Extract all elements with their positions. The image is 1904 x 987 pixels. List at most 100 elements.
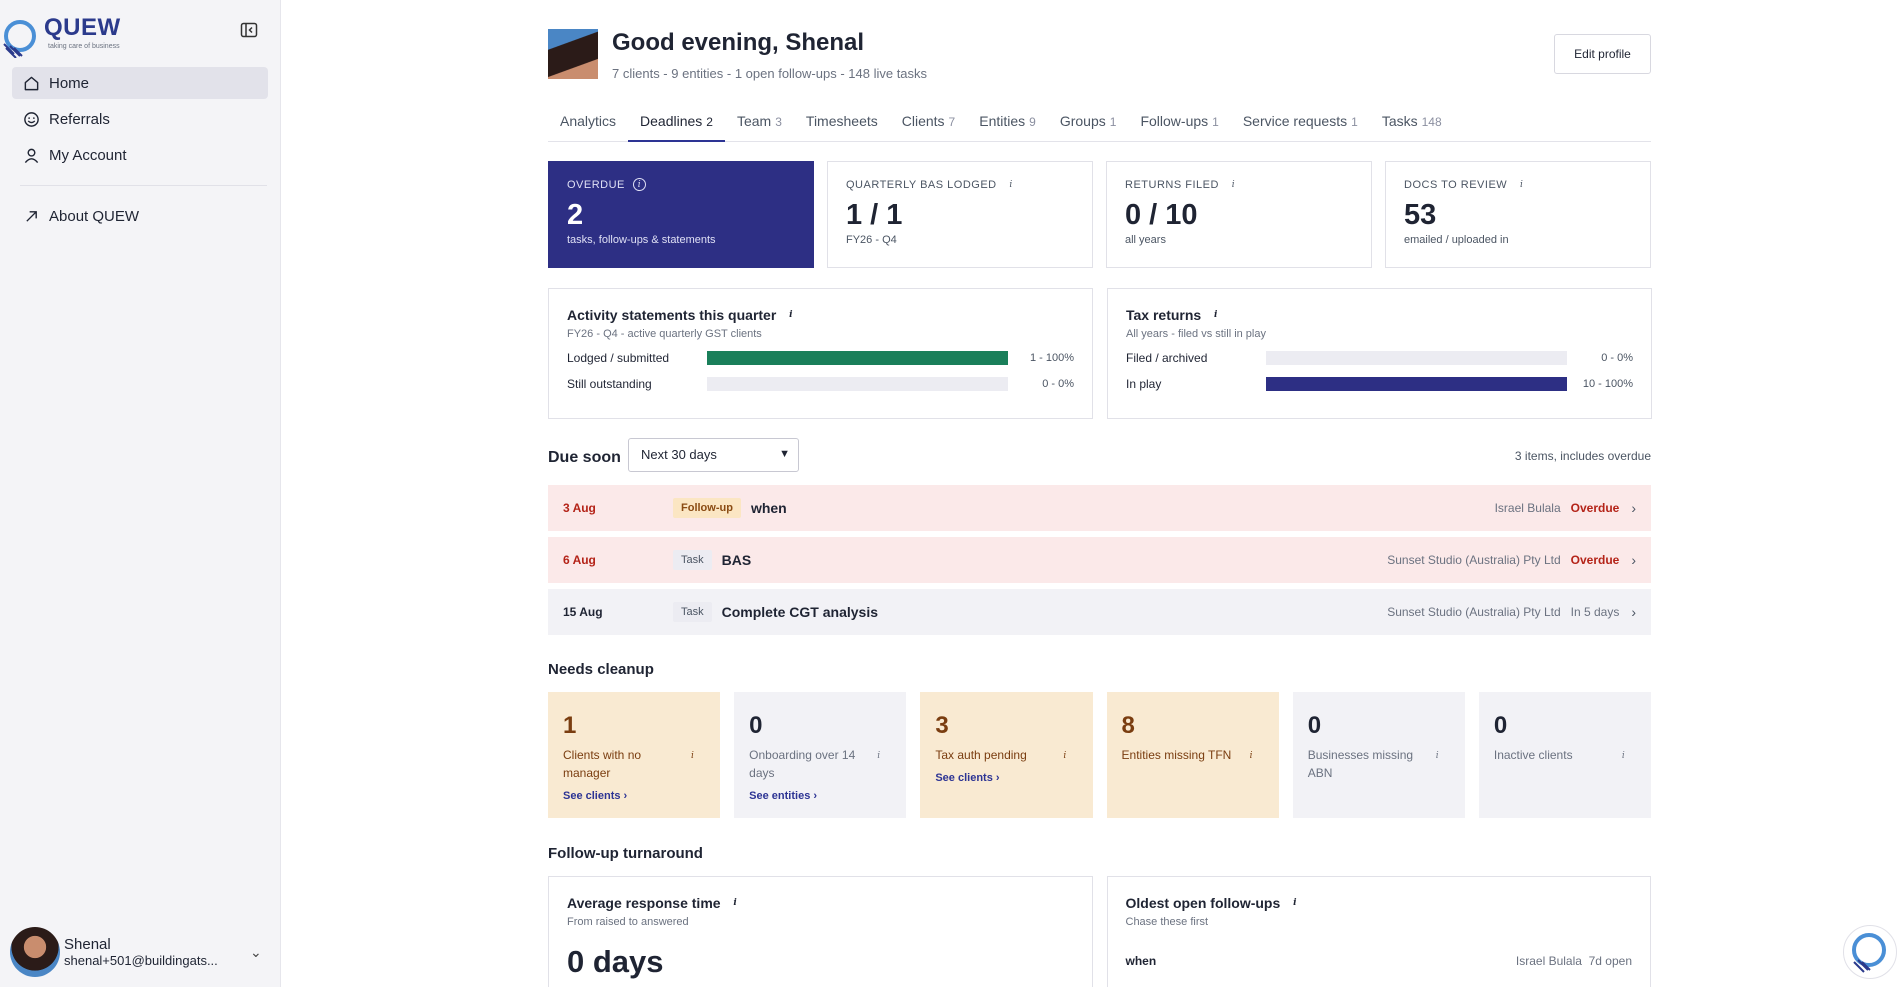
tab-tasks[interactable]: Tasks 148 <box>1370 105 1454 142</box>
external-arrow-icon <box>22 207 40 225</box>
stat-card-overdue[interactable]: OVERDUE i 2 tasks, follow-ups & statement… <box>548 161 814 268</box>
panel-title: Oldest open follow-ups i <box>1126 895 1633 911</box>
tab-entities[interactable]: Entities 9 <box>967 105 1048 142</box>
chat-support-button[interactable] <box>1843 925 1897 979</box>
tab-analytics[interactable]: Analytics <box>548 105 628 142</box>
chevron-down-icon: ▼ <box>779 448 790 460</box>
info-icon[interactable]: i <box>1009 179 1013 190</box>
tab-count: 1 <box>1109 115 1117 129</box>
tab-follow-ups[interactable]: Follow-ups 1 <box>1128 105 1230 142</box>
progress-row: Still outstanding 0 - 0% <box>567 376 1074 392</box>
stat-card-returns-filed[interactable]: RETURNS FILED i 0 / 10 all years <box>1106 161 1372 268</box>
info-icon[interactable]: i <box>691 750 694 761</box>
info-icon[interactable]: i <box>1231 179 1236 190</box>
cleanup-card-onboarding[interactable]: 0 Onboarding over 14 days i See entities … <box>734 692 907 818</box>
list-item[interactable]: 6 Aug Task BAS Sunset Studio (Australia)… <box>548 537 1651 583</box>
tab-label: Tasks <box>1381 113 1418 129</box>
sidebar-item-label: My Account <box>49 146 127 164</box>
stat-sub: all years <box>1125 234 1166 246</box>
followup-name: when <box>1125 954 1157 968</box>
info-icon[interactable]: i <box>1435 750 1439 761</box>
activity-statements-panel: Activity statements this quarter i FY26 -… <box>548 288 1093 419</box>
cleanup-card-inactive[interactable]: 0 Inactive clients i <box>1478 692 1652 818</box>
tab-service-requests[interactable]: Service requests 1 <box>1231 105 1370 142</box>
progress-panels: Activity statements this quarter i FY26 -… <box>548 288 1652 419</box>
avatar <box>10 927 60 977</box>
stat-label-text: OVERDUE <box>567 178 625 191</box>
chevron-right-icon: › <box>1631 552 1636 568</box>
cleanup-card-missing-abn[interactable]: 0 Businesses missing ABN i <box>1292 692 1465 818</box>
due-date: 15 Aug <box>563 605 603 619</box>
response-time-value: 0 days <box>567 944 664 979</box>
edit-profile-button[interactable]: Edit profile <box>1554 34 1651 74</box>
stat-label: DOCS TO REVIEW i <box>1404 178 1632 191</box>
sidebar-item-home[interactable]: Home <box>12 67 268 99</box>
tab-groups[interactable]: Groups 1 <box>1048 105 1129 142</box>
info-icon[interactable]: i <box>1214 310 1218 320</box>
tab-label: Timesheets <box>805 113 878 129</box>
cleanup-value: 8 <box>1121 712 1135 739</box>
tab-label: Analytics <box>560 113 617 129</box>
status-badge: Overdue <box>1570 553 1620 567</box>
cleanup-card-missing-tfn[interactable]: 8 Entities missing TFN i <box>1106 692 1279 818</box>
panel-title-text: Average response time <box>567 895 721 911</box>
user-menu[interactable]: Shenal shenal+501@buildingats... ⌄ <box>10 926 272 978</box>
stat-label: OVERDUE i <box>567 178 795 191</box>
sidebar-item-label: Home <box>49 74 90 92</box>
sidebar-item-referrals[interactable]: Referrals <box>12 103 268 135</box>
cleanup-desc: Tax auth pending i <box>935 746 1077 764</box>
cleanup-value: 1 <box>563 712 577 739</box>
list-item[interactable]: when Israel Bulala 7d open <box>1126 954 1633 968</box>
select-value: Next 30 days <box>641 447 717 462</box>
info-icon[interactable]: i <box>1293 898 1297 908</box>
section-title: Follow-up turnaround <box>548 845 703 862</box>
info-icon[interactable]: i <box>733 898 737 908</box>
info-icon[interactable]: i <box>632 178 646 191</box>
progress-label: Filed / archived <box>1126 351 1208 365</box>
type-tag: Task <box>673 602 712 622</box>
info-icon[interactable]: i <box>1621 750 1625 761</box>
avatar <box>548 29 598 79</box>
cleanup-card-no-manager[interactable]: 1 Clients with no manager i See clients › <box>548 692 721 818</box>
progress-label: Still outstanding <box>567 377 652 391</box>
due-meta: Sunset Studio (Australia) Pty Ltd Overdu… <box>1387 552 1636 568</box>
tab-clients[interactable]: Clients 7 <box>890 105 967 142</box>
tab-team[interactable]: Team 3 <box>725 105 794 142</box>
cleanup-label: Clients with no manager <box>563 748 642 780</box>
collapse-sidebar-button[interactable] <box>238 19 260 41</box>
info-icon[interactable]: i <box>1519 179 1524 190</box>
tab-count: 7 <box>948 115 956 129</box>
stat-sub: tasks, follow-ups & statements <box>567 234 716 246</box>
panel-title-text: Tax returns <box>1126 307 1202 323</box>
info-icon[interactable]: i <box>877 750 881 761</box>
cleanup-card-tax-auth[interactable]: 3 Tax auth pending i See clients › <box>920 692 1093 818</box>
progress-fill <box>707 351 1008 365</box>
smiley-icon <box>22 110 40 128</box>
due-range-select[interactable]: Next 30 days ▼ <box>628 438 799 472</box>
stat-card-bas-lodged[interactable]: QUARTERLY BAS LODGED i 1 / 1 FY26 - Q4 <box>827 161 1093 268</box>
info-icon[interactable]: i <box>789 310 793 320</box>
chevron-down-icon[interactable]: ⌄ <box>250 943 262 960</box>
logo-mark-icon <box>3 20 36 58</box>
type-tag: Follow-up <box>673 498 741 518</box>
list-item[interactable]: 3 Aug Follow-up when Israel Bulala Overd… <box>548 485 1651 531</box>
tab-deadlines[interactable]: Deadlines 2 <box>628 105 725 142</box>
sidebar-item-my-account[interactable]: My Account <box>12 139 268 171</box>
status-badge: In 5 days <box>1570 605 1620 619</box>
see-entities-link[interactable]: See entities › <box>749 790 818 802</box>
due-date: 3 Aug <box>563 501 596 515</box>
cleanup-value: 0 <box>1307 712 1322 739</box>
list-item[interactable]: 15 Aug Task Complete CGT analysis Sunset… <box>548 589 1651 635</box>
sidebar: QUEW taking care of business Home Referr… <box>0 0 281 987</box>
stat-sub: FY26 - Q4 <box>846 234 897 246</box>
see-clients-link[interactable]: See clients › <box>935 772 1000 784</box>
cleanup-desc: Inactive clients i <box>1494 746 1636 764</box>
info-icon[interactable]: i <box>1063 750 1067 761</box>
tab-count: 1 <box>1212 115 1219 129</box>
see-clients-link[interactable]: See clients › <box>563 790 628 802</box>
stat-card-docs-to-review[interactable]: DOCS TO REVIEW i 53 emailed / uploaded in <box>1385 161 1651 268</box>
due-date: 6 Aug <box>563 553 596 567</box>
sidebar-item-about[interactable]: About QUEW <box>12 200 268 232</box>
info-icon[interactable]: i <box>1249 750 1253 761</box>
tab-timesheets[interactable]: Timesheets <box>794 105 890 142</box>
